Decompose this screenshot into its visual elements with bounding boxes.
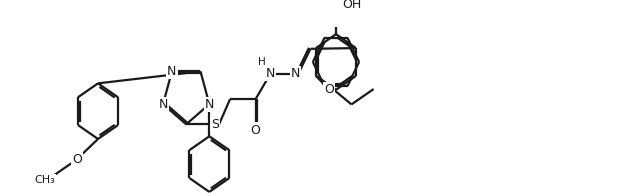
Text: CH₃: CH₃ [34,175,55,185]
Text: O: O [324,83,334,96]
Text: N: N [266,67,275,80]
Text: N: N [291,67,300,81]
Text: H: H [259,57,266,67]
Text: N: N [158,98,168,111]
Text: O: O [251,124,260,137]
Text: N: N [167,65,177,78]
Text: N: N [205,98,214,111]
Text: OH: OH [342,0,362,11]
Text: S: S [211,118,220,131]
Text: O: O [72,153,82,166]
